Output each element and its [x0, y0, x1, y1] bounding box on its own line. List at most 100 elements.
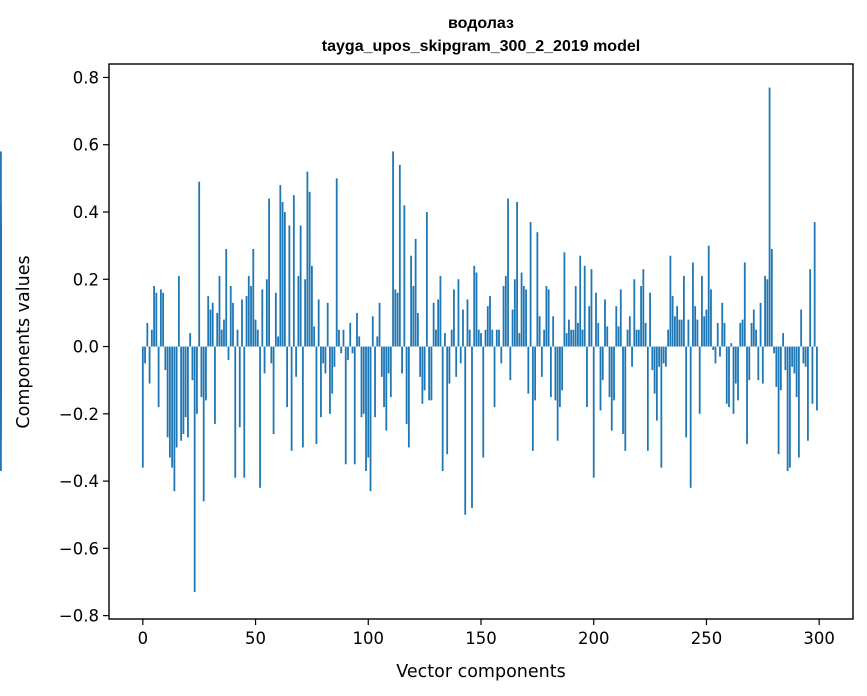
bar [669, 255, 672, 347]
bar [606, 326, 609, 347]
bar [374, 346, 376, 418]
bar [703, 316, 706, 347]
bar [245, 296, 248, 347]
bar [259, 346, 261, 488]
bar [329, 346, 331, 414]
bar [543, 329, 546, 347]
bar [333, 346, 336, 367]
bar [554, 346, 557, 401]
bar [572, 329, 575, 347]
bar [295, 346, 298, 377]
bar [229, 286, 232, 347]
bar [191, 346, 194, 381]
bar [491, 329, 494, 347]
bar [286, 346, 289, 408]
bar [150, 329, 153, 347]
bar [570, 329, 573, 347]
bar [322, 346, 325, 364]
bar [450, 329, 453, 347]
bar [466, 299, 469, 347]
bar [281, 201, 284, 347]
bar [175, 346, 178, 448]
bar [425, 212, 428, 347]
bar [698, 346, 701, 414]
bar [518, 333, 521, 347]
bar [784, 346, 787, 371]
bar [306, 171, 309, 347]
chart-title-line-2: tayga_upos_skipgram_300_2_2019 model [322, 38, 640, 55]
bar [631, 346, 633, 367]
bar [410, 255, 413, 347]
bar [435, 329, 437, 347]
x-tick-label: 100 [353, 629, 385, 648]
bar [802, 346, 805, 364]
bar [304, 279, 307, 347]
bar-series [0, 87, 818, 593]
bar [716, 323, 719, 347]
bar [398, 164, 401, 347]
chart-title-line-1: водолаз [448, 15, 514, 32]
bar [773, 346, 775, 354]
bar [633, 279, 636, 347]
bar [482, 346, 485, 458]
bar [788, 346, 791, 468]
y-axis-label: Components values [14, 255, 34, 428]
bar [764, 275, 766, 347]
bar [737, 346, 739, 401]
bar [227, 346, 230, 360]
bar [344, 346, 347, 465]
bar [592, 346, 595, 478]
bar [389, 346, 392, 397]
bar [198, 181, 201, 347]
bar [689, 346, 692, 488]
y-axis-ticks: −0.8 −0.6 −0.4 −0.2 0.0 0.2 0.4 0.6 0.8 [59, 68, 109, 626]
bar [148, 346, 151, 384]
bar [597, 323, 600, 347]
bar [288, 225, 291, 347]
bar [816, 346, 818, 411]
x-axis-ticks: 0 50 100 150 200 250 300 [138, 619, 835, 648]
bar [250, 286, 252, 347]
bar [308, 191, 311, 347]
bar [218, 275, 221, 347]
bar [561, 346, 564, 391]
bar [473, 265, 476, 347]
bar [301, 346, 304, 448]
bar [525, 289, 527, 347]
bar [277, 336, 279, 347]
bar [680, 319, 683, 347]
bar [459, 346, 462, 364]
bar [421, 346, 424, 404]
bar [315, 346, 318, 445]
bar [256, 329, 259, 347]
bar [432, 302, 435, 347]
bar [446, 346, 449, 455]
bar [173, 346, 176, 492]
bar [448, 346, 451, 384]
bar [701, 275, 703, 347]
bar [586, 346, 588, 408]
bar [547, 289, 550, 347]
y-tick-label: −0.6 [59, 539, 99, 558]
y-tick-label: 0.0 [73, 338, 99, 357]
bar [728, 346, 730, 408]
bar [232, 302, 234, 347]
bar [655, 346, 658, 421]
bar [696, 319, 699, 347]
bar [811, 346, 814, 404]
bar [182, 346, 185, 434]
bar [502, 286, 505, 347]
bar [299, 225, 302, 347]
bar [254, 319, 257, 347]
bar [177, 275, 180, 347]
bar [457, 279, 460, 347]
bar [238, 346, 241, 428]
bar [540, 346, 543, 377]
bar [622, 346, 624, 434]
bar [687, 319, 690, 347]
bar [340, 346, 343, 354]
bar [236, 329, 239, 347]
bar [613, 346, 615, 401]
y-tick-label: −0.8 [59, 607, 99, 626]
bar [407, 346, 410, 448]
